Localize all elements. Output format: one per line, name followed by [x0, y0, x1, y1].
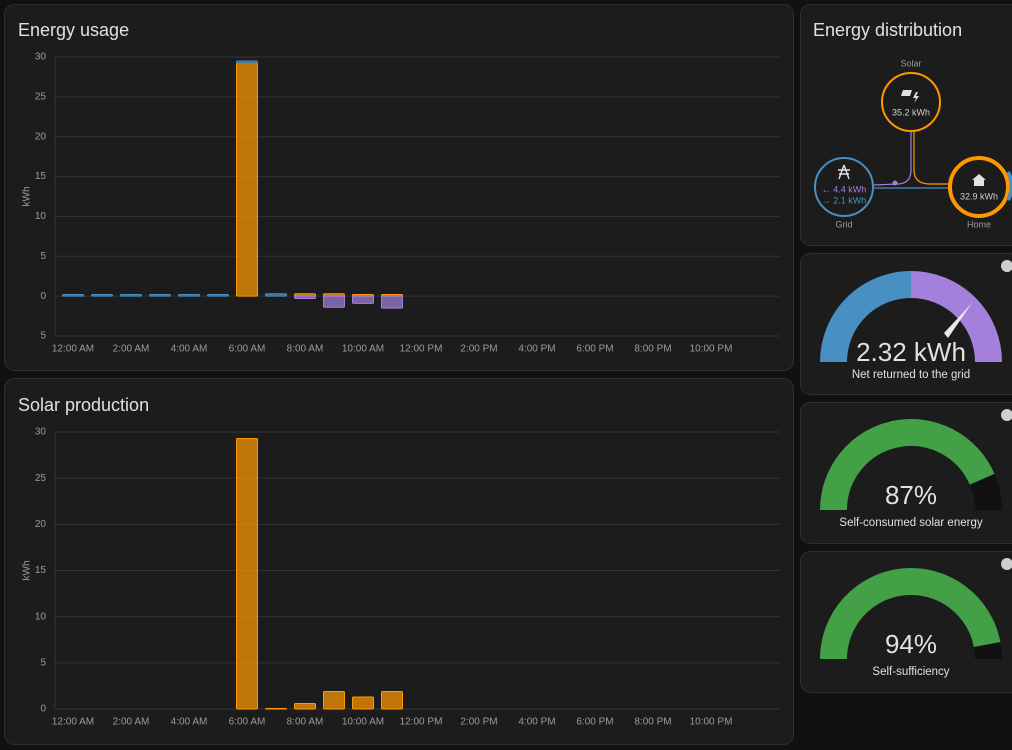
- bar: [62, 294, 84, 297]
- bar: [149, 294, 171, 297]
- card: [800, 4, 1012, 246]
- gauge-arc: [820, 271, 912, 363]
- x-tick-label: 12:00 AM: [52, 344, 94, 355]
- bar: [352, 295, 374, 304]
- solar-node: [881, 72, 941, 132]
- y-tick-label: 30: [35, 52, 47, 63]
- gauge-needle: [944, 303, 972, 338]
- gauge-label: Net returned to the grid: [852, 369, 970, 381]
- gauge-label: Self-consumed solar energy: [839, 517, 982, 529]
- bar: [236, 60, 258, 64]
- x-tick-label: 4:00 PM: [518, 717, 555, 728]
- x-tick-label: 6:00 PM: [576, 344, 613, 355]
- node-value: → 2.1 kWh: [822, 195, 867, 205]
- x-tick-label: 2:00 PM: [460, 717, 497, 728]
- chart-title: Energy usage: [18, 20, 129, 40]
- gauge-arc: [820, 419, 995, 511]
- node-value: ← 4.4 kWh: [822, 184, 867, 194]
- bar: [323, 690, 345, 710]
- bar: [381, 295, 403, 309]
- grid-icon: [838, 164, 850, 180]
- y-tick-label: 25: [35, 473, 47, 484]
- bar: [294, 702, 316, 710]
- gauge-value: 2.32 kWh: [856, 337, 966, 367]
- x-tick-label: 2:00 AM: [113, 344, 150, 355]
- chart-title: Solar production: [18, 395, 149, 415]
- y-tick-label: 20: [35, 519, 47, 530]
- card: [4, 378, 794, 745]
- x-tick-label: 12:00 AM: [52, 717, 94, 728]
- home-icon: [972, 174, 986, 186]
- x-tick-label: 4:00 AM: [171, 717, 208, 728]
- card: [4, 4, 794, 371]
- x-tick-label: 8:00 PM: [634, 344, 671, 355]
- x-tick-label: 2:00 PM: [460, 344, 497, 355]
- bar: [236, 62, 258, 297]
- y-tick-label: 15: [35, 171, 47, 182]
- y-tick-label: 15: [35, 565, 47, 576]
- x-tick-label: 6:00 AM: [229, 344, 266, 355]
- x-tick-label: 10:00 PM: [690, 344, 733, 355]
- y-tick-label: 0: [40, 704, 46, 715]
- bar: [381, 690, 403, 710]
- y-tick-label: 5: [40, 251, 46, 262]
- bar: [91, 294, 113, 297]
- gauge-value: 87%: [885, 480, 937, 510]
- node-label: Grid: [835, 219, 852, 229]
- x-tick-label: 12:00 PM: [400, 344, 443, 355]
- y-tick-label: 20: [35, 131, 47, 142]
- home-node: [948, 156, 1010, 218]
- x-tick-label: 6:00 PM: [576, 717, 613, 728]
- y-tick-label: 5: [40, 657, 46, 668]
- x-tick-label: 8:00 PM: [634, 717, 671, 728]
- node-label: Solar: [900, 58, 921, 68]
- x-tick-label: 8:00 AM: [287, 717, 324, 728]
- flow-dot: [892, 180, 898, 186]
- solar-icon: [901, 90, 912, 96]
- y-axis-label: kWh: [22, 187, 33, 207]
- bar: [294, 295, 316, 300]
- bar: [178, 294, 200, 297]
- gauge-label: Self-sufficiency: [872, 666, 949, 678]
- node-value: 35.2 kWh: [892, 107, 930, 117]
- gauge-value: 94%: [885, 629, 937, 659]
- x-tick-label: 8:00 AM: [287, 344, 324, 355]
- bar: [323, 295, 345, 308]
- x-tick-label: 10:00 AM: [342, 344, 384, 355]
- x-tick-label: 2:00 AM: [113, 717, 150, 728]
- y-tick-label: 5: [40, 331, 46, 342]
- card-title: Energy distribution: [813, 20, 962, 40]
- x-tick-label: 4:00 AM: [171, 344, 208, 355]
- x-tick-label: 4:00 PM: [518, 344, 555, 355]
- solar-icon: [913, 92, 919, 103]
- flow-line: [913, 131, 950, 185]
- x-tick-label: 12:00 PM: [400, 717, 443, 728]
- x-tick-label: 10:00 AM: [342, 717, 384, 728]
- y-tick-label: 30: [35, 427, 47, 438]
- x-tick-label: 6:00 AM: [229, 717, 266, 728]
- y-tick-label: 0: [40, 291, 46, 302]
- y-tick-label: 25: [35, 91, 47, 102]
- info-icon[interactable]: [1001, 260, 1012, 570]
- bar: [265, 293, 287, 297]
- bar: [265, 708, 287, 710]
- node-label: Home: [967, 219, 991, 229]
- bar: [236, 437, 258, 710]
- y-tick-label: 10: [35, 211, 47, 222]
- bar: [207, 294, 229, 297]
- bar: [120, 294, 142, 297]
- y-tick-label: 10: [35, 611, 47, 622]
- bar: [352, 696, 374, 710]
- gauge-arc: [910, 271, 1002, 363]
- node-value: 32.9 kWh: [960, 191, 998, 201]
- gauge-arc: [820, 568, 1001, 660]
- y-axis-label: kWh: [22, 561, 33, 581]
- x-tick-label: 10:00 PM: [690, 717, 733, 728]
- grid-node: [814, 157, 874, 217]
